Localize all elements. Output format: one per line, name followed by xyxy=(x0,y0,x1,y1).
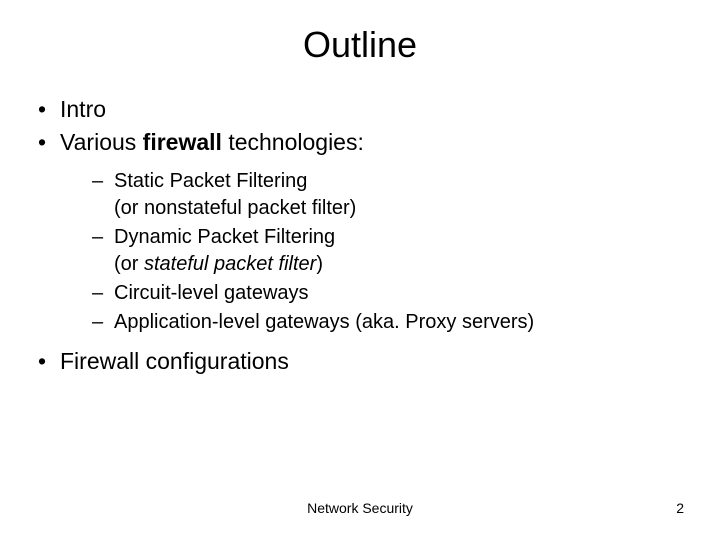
slide: Outline Intro Various firewall technolog… xyxy=(0,0,720,540)
sub-bullet-line: Static Packet Filtering xyxy=(114,168,692,195)
sub-bullet-pre: (or xyxy=(114,253,144,275)
sub-bullet-line: Dynamic Packet Filtering xyxy=(114,224,692,251)
slide-content: Intro Various firewall technologies: Sta… xyxy=(28,94,692,377)
sub-bullet-line: (or stateful packet filter) xyxy=(114,251,692,278)
sub-bullet-item: Dynamic Packet Filtering (or stateful pa… xyxy=(88,224,692,278)
sub-bullet-item: Circuit-level gateways xyxy=(88,280,692,307)
bullet-item: Various firewall technologies: Static Pa… xyxy=(28,127,692,336)
sub-bullet-text: Circuit-level gateways xyxy=(114,282,309,304)
sub-bullet-line: (or nonstateful packet filter) xyxy=(114,195,692,222)
sub-bullet-text: Application-level gateways (aka. Proxy s… xyxy=(114,311,534,333)
sub-bullet-item: Application-level gateways (aka. Proxy s… xyxy=(88,309,692,336)
bullet-text-pre: Various xyxy=(60,129,143,155)
sub-bullet-italic: stateful packet filter xyxy=(144,253,316,275)
bullet-item: Intro xyxy=(28,94,692,125)
bullet-list-level1: Intro Various firewall technologies: Sta… xyxy=(28,94,692,377)
bullet-text-bold: firewall xyxy=(143,129,222,155)
slide-title: Outline xyxy=(28,24,692,66)
bullet-text-post: technologies: xyxy=(222,129,364,155)
bullet-list-level2: Static Packet Filtering (or nonstateful … xyxy=(60,168,692,336)
footer-center-text: Network Security xyxy=(0,500,720,516)
bullet-text: Firewall configurations xyxy=(60,348,289,374)
page-number: 2 xyxy=(676,500,684,516)
bullet-text: Intro xyxy=(60,96,106,122)
bullet-item: Firewall configurations xyxy=(28,346,692,377)
sub-bullet-post: ) xyxy=(316,253,323,275)
sub-bullet-item: Static Packet Filtering (or nonstateful … xyxy=(88,168,692,222)
